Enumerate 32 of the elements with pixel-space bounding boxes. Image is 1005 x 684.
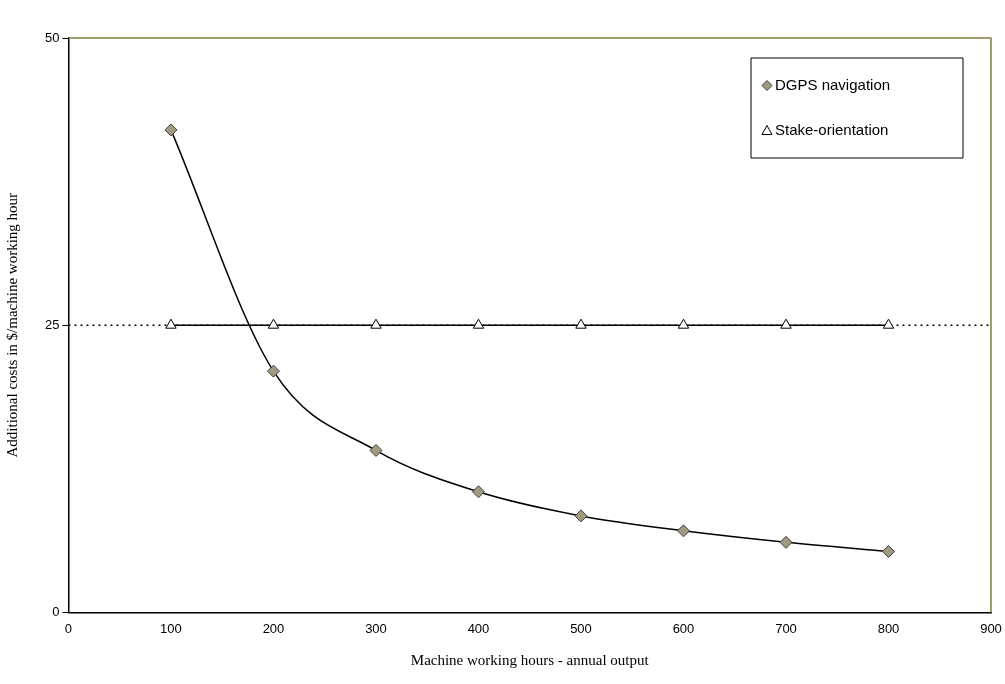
point: [267, 318, 280, 329]
point: [574, 509, 588, 523]
y-tick-label: 50: [44, 29, 60, 45]
x-tick-label: 800: [877, 620, 900, 636]
point: [266, 364, 280, 378]
point: [780, 318, 792, 329]
point: [676, 524, 690, 538]
x-axis-title: Machine working hours - annual output: [410, 651, 650, 668]
x-tick-label: 0: [64, 620, 73, 636]
point: [882, 318, 895, 329]
point: [882, 545, 895, 559]
point: [575, 318, 587, 329]
y-axis-title: Additional costs in $/machine working hour: [3, 192, 20, 458]
x-tick-label: 900: [980, 620, 1002, 636]
point: [677, 318, 690, 329]
x-tick-label: 600: [672, 620, 695, 636]
x-tick-label: 100: [160, 620, 182, 636]
y-tick-label: 0: [52, 603, 60, 619]
point: [779, 535, 793, 549]
y-tick-label: 25: [44, 316, 60, 332]
point: [472, 318, 485, 329]
x-tick-label: 200: [262, 620, 285, 636]
legend-label: Stake-orientation: [775, 120, 889, 138]
x-tick-label: 400: [467, 620, 490, 636]
x-tick-label: 700: [775, 620, 797, 636]
point: [165, 318, 177, 329]
x-tick-label: 300: [365, 620, 387, 636]
legend-label: DGPS navigation: [775, 75, 891, 93]
point: [471, 485, 485, 499]
x-tick-label: 500: [570, 620, 592, 636]
point: [369, 443, 383, 457]
point: [370, 318, 382, 329]
